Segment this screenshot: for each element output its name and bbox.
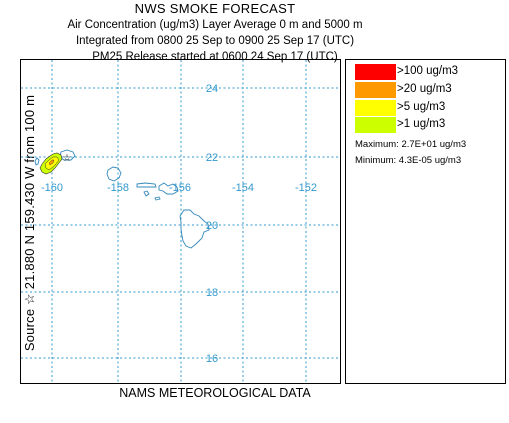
island-niihau <box>34 157 40 166</box>
lat-label: 16 <box>206 353 218 365</box>
island-hawaii <box>179 209 210 249</box>
forecast-title: NWS SMOKE FORECAST <box>134 1 296 16</box>
legend-swatch <box>355 100 396 116</box>
legend-swatch <box>355 117 396 133</box>
lon-label: -160 <box>41 182 63 194</box>
legend-label: >5 ug/m3 <box>397 101 446 113</box>
lon-label: -152 <box>295 182 317 194</box>
island-oahu <box>106 166 122 182</box>
legend-panel: >100 ug/m3 >20 ug/m3 >5 ug/m3 >1 ug/m3 M… <box>345 59 506 384</box>
smoke-plume: ☆ <box>39 152 72 175</box>
release-start: PM25 Release started at 0600 24 Sep 17 (… <box>92 51 338 63</box>
graticule <box>21 60 340 383</box>
coastlines <box>34 149 210 249</box>
lon-label: -154 <box>232 182 254 194</box>
lon-label: -158 <box>107 182 129 194</box>
concentration-description: Air Concentration (ug/m3) Layer Average … <box>67 19 363 31</box>
lat-label: 22 <box>206 152 218 164</box>
footer-data-source: NAMS METEOROLOGICAL DATA <box>119 386 311 400</box>
source-star-icon: ☆ <box>63 153 72 164</box>
legend-swatch <box>355 64 396 80</box>
legend-minimum: Minimum: 4.3E-05 ug/m3 <box>355 155 462 166</box>
lat-label: 24 <box>206 83 218 95</box>
legend-maximum: Maximum: 2.7E+01 ug/m3 <box>355 139 467 150</box>
legend-label: >20 ug/m3 <box>397 83 452 95</box>
lat-label: 18 <box>206 287 218 299</box>
island-lanai <box>143 190 150 197</box>
legend-label: >1 ug/m3 <box>397 118 446 130</box>
island-maui <box>158 182 179 195</box>
legend-label: >100 ug/m3 <box>397 65 459 77</box>
legend-swatch <box>355 82 396 98</box>
smoke-map: -160 -158 -156 -154 -152 24 22 20 18 16 <box>21 60 340 383</box>
island-molokai <box>136 182 157 188</box>
island-kahoolawe <box>154 196 161 201</box>
integration-period: Integrated from 0800 25 Sep to 0900 25 S… <box>75 35 355 47</box>
map-panel: -160 -158 -156 -154 -152 24 22 20 18 16 <box>20 59 341 384</box>
map-header: NWS SMOKE FORECAST Air Concentration (ug… <box>60 0 370 65</box>
plume-contour-20 <box>48 159 55 166</box>
